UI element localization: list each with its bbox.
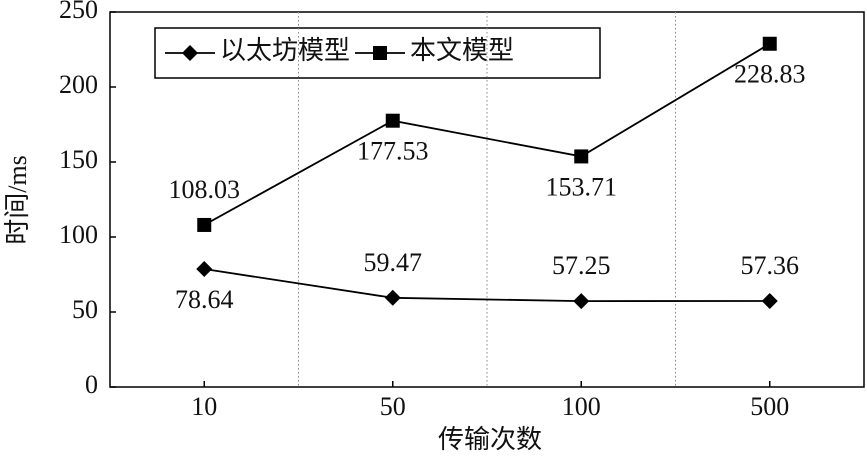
data-label: 57.25 <box>552 251 611 280</box>
point <box>573 293 590 310</box>
point <box>762 36 777 51</box>
y-tick-label: 100 <box>59 220 98 249</box>
point <box>196 261 213 278</box>
series-line <box>204 268 770 303</box>
point <box>761 292 778 309</box>
legend-box <box>154 27 601 79</box>
point <box>574 149 589 164</box>
data-label: 108.03 <box>169 175 241 204</box>
y-tick-label: 250 <box>59 0 98 24</box>
x-tick-label: 100 <box>562 392 601 421</box>
data-label: 78.64 <box>175 285 234 314</box>
x-tick-label: 50 <box>380 392 406 421</box>
legend-label: 本文模型 <box>410 36 514 65</box>
point <box>385 113 400 128</box>
data-label: 153.71 <box>546 172 618 201</box>
data-label: 57.36 <box>741 251 800 280</box>
x-tick-label: 10 <box>191 392 217 421</box>
series-line <box>203 42 771 226</box>
x-tick-label: 500 <box>750 392 789 421</box>
data-label: 228.83 <box>734 60 806 89</box>
legend-marker <box>373 46 388 60</box>
point <box>384 289 401 306</box>
y-tick-label: 0 <box>85 370 98 399</box>
x-axis-title: 传输次数 <box>438 425 542 454</box>
y-tick-label: 200 <box>59 70 98 99</box>
y-axis-title: 时间/ms <box>3 155 32 245</box>
legend-label: 以太坊模型 <box>220 36 350 65</box>
y-tick-label: 50 <box>72 295 98 324</box>
point <box>197 217 212 232</box>
data-label: 177.53 <box>357 137 429 166</box>
data-label: 59.47 <box>364 248 423 277</box>
y-tick-label: 150 <box>59 145 98 174</box>
legend-marker <box>182 45 198 61</box>
